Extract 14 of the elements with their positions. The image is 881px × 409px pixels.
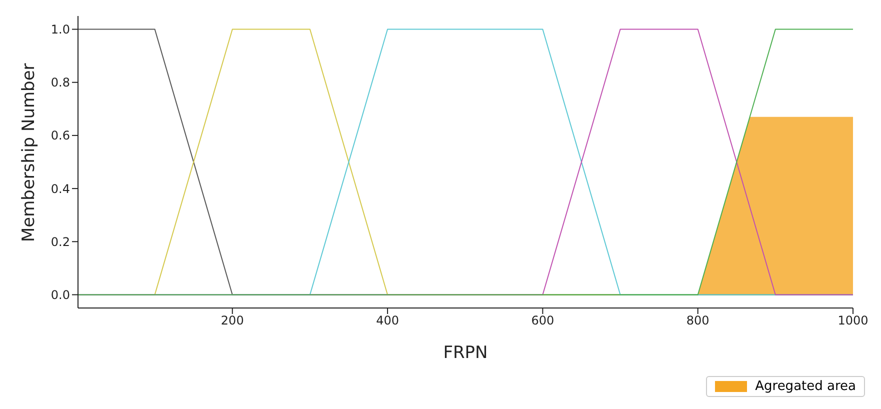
legend-label: Agregated area [755, 379, 856, 394]
x-tick-label: 200 [220, 314, 244, 328]
x-tick-label: 600 [531, 314, 554, 328]
y-tick-label: 0.4 [50, 182, 70, 196]
x-axis-title: FRPN [443, 343, 488, 363]
x-tick-label: 800 [686, 314, 710, 328]
y-tick-label: 0.8 [50, 76, 70, 90]
y-tick-label: 0.0 [50, 288, 70, 302]
y-axis-title: Membership Number [19, 63, 40, 242]
y-tick-label: 1.0 [50, 22, 70, 37]
y-tick-label: 0.6 [50, 128, 70, 143]
x-tick-label: 400 [376, 314, 399, 328]
x-tick-label: 1000 [838, 314, 868, 328]
y-tick-label: 0.2 [50, 234, 70, 249]
